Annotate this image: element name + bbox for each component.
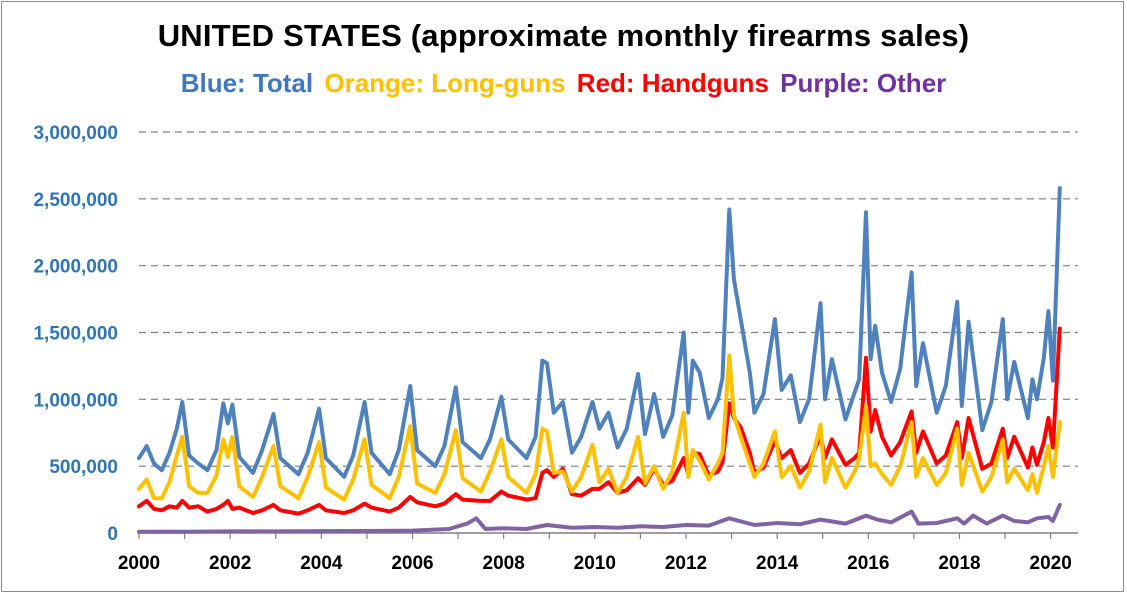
subtitle-total: Blue: Total xyxy=(180,68,314,98)
x-tick-label: 2004 xyxy=(300,553,343,574)
x-tick-label: 2016 xyxy=(847,553,889,574)
y-tick-label: 2,000,000 xyxy=(33,257,118,278)
x-tick-label: 2012 xyxy=(665,553,707,574)
x-tick-label: 2000 xyxy=(118,553,160,574)
subtitle-handguns: Red: Handguns xyxy=(576,68,769,98)
series-line-orange xyxy=(137,353,1062,502)
y-tick-label: 500,000 xyxy=(49,457,118,478)
y-tick-label: 0 xyxy=(107,524,118,545)
x-tick-label: 2006 xyxy=(391,553,433,574)
x-axis: 2000 2002 2004 2006 2008 2010 2012 2014 2016 2018… xyxy=(118,532,1078,574)
y-tick-label: 1,500,000 xyxy=(33,324,118,345)
x-tick-label: 2020 xyxy=(1030,553,1072,574)
y-tick-label: 3,000,000 xyxy=(33,123,118,144)
x-tick-label: 2014 xyxy=(756,553,799,574)
chart-subtitle: Blue: Total Orange: Long-guns Red: Handg… xyxy=(0,68,1127,99)
series-line-blue xyxy=(137,186,1062,479)
series-lines xyxy=(137,186,1062,534)
x-tick-label: 2018 xyxy=(938,553,980,574)
y-tick-label: 2,500,000 xyxy=(33,190,118,211)
series-line-purple xyxy=(137,502,1062,534)
subtitle-long-guns: Orange: Long-guns xyxy=(324,68,566,98)
y-tick-label: 1,000,000 xyxy=(33,390,118,411)
x-tick-label: 2008 xyxy=(483,553,525,574)
chart-title: UNITED STATES (approximate monthly firea… xyxy=(157,18,970,53)
x-tick-label: 2010 xyxy=(574,553,616,574)
subtitle-other: Purple: Other xyxy=(780,68,947,98)
x-tick-label: 2002 xyxy=(209,553,251,574)
y-axis-ticks: 0 500,000 1,000,000 1,500,000 2,000,000 2,500… xyxy=(33,123,118,545)
